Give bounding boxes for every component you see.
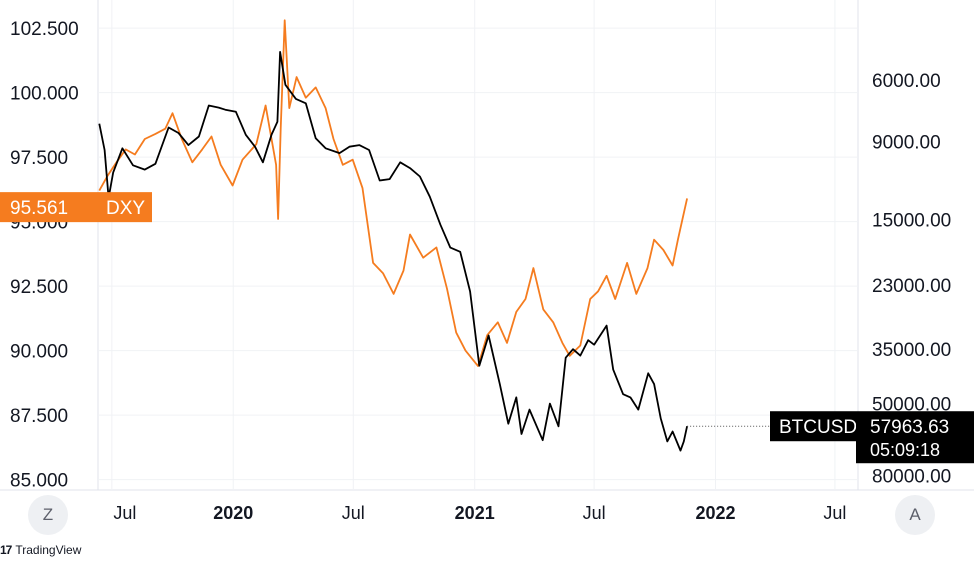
left-axis-tick-label: 87.500 [10, 406, 68, 427]
right-axis-tick-label: 15000.00 [872, 211, 951, 232]
right-price-axis: 6000.00 9000.00 15000.00 23000.00 35000.00 50… [872, 71, 951, 488]
series-line-dxy [98, 19, 688, 367]
series-line-btcusd [98, 51, 688, 452]
dxy-series-name: DXY [106, 198, 145, 219]
grid [0, 0, 974, 491]
right-axis-tick-label: 6000.00 [872, 71, 941, 92]
right-axis-tick-label: 23000.00 [872, 276, 951, 297]
left-axis-tick-label: 100.000 [10, 84, 79, 105]
btc-name-label [770, 411, 856, 442]
tradingview-brand[interactable]: 17 TradingView [0, 539, 81, 561]
left-axis-tick-label: 92.500 [10, 277, 68, 298]
btc-series-name: BTCUSD [779, 417, 857, 438]
x-tick-label: Jul [342, 503, 365, 523]
btc-price-label [856, 411, 974, 464]
left-scale-button[interactable]: Z [28, 495, 68, 535]
right-axis-tick-label: 80000.00 [872, 466, 951, 487]
left-axis-tick-label: 90.000 [10, 342, 68, 363]
brand-name: TradingView [15, 543, 82, 557]
x-tick-label: 2021 [455, 503, 495, 523]
x-tick-label: Jul [583, 503, 606, 523]
dxy-price-value: 95.561 [10, 198, 68, 219]
right-axis-tick-label: 50000.00 [872, 395, 951, 416]
x-tick-label: 2020 [213, 503, 253, 523]
btc-countdown: 05:09:18 [870, 440, 940, 460]
x-tick-label: Jul [113, 503, 136, 523]
right-axis-tick-label: 35000.00 [872, 340, 951, 361]
plot-area [98, 19, 688, 452]
right-axis-tick-label: 9000.00 [872, 133, 941, 154]
tradingview-logo-icon: 17 [0, 543, 12, 557]
time-axis: Jul 2020 Jul 2021 Jul 2022 Jul [113, 503, 846, 523]
left-price-axis: 102.500100.00097.50095.00092.50090.00087… [10, 19, 79, 492]
left-axis-tick-label: 85.000 [10, 471, 68, 492]
btc-price-value: 57963.63 [870, 417, 949, 438]
left-axis-tick-label: 102.500 [10, 19, 79, 40]
x-tick-label: 2022 [695, 503, 735, 523]
dxy-price-label [0, 192, 152, 223]
right-scale-button[interactable]: A [895, 495, 935, 535]
x-tick-label: Jul [823, 503, 846, 523]
left-axis-tick-label: 97.500 [10, 148, 68, 169]
